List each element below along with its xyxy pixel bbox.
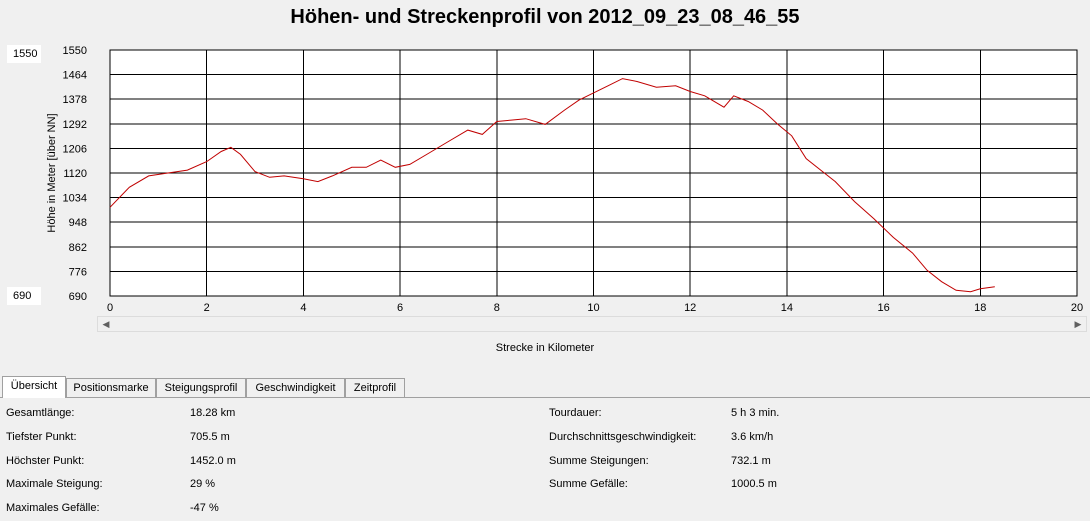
page-title: Höhen- und Streckenprofil von 2012_09_23… bbox=[290, 6, 800, 28]
y-axis-label: Höhe in Meter [über NN] bbox=[46, 113, 58, 232]
y-tick-label: 1464 bbox=[63, 70, 87, 82]
stat-value: 18.28 km bbox=[190, 407, 236, 419]
stat-value: 1000.5 m bbox=[731, 478, 777, 490]
y-tick-label: 1120 bbox=[63, 168, 87, 180]
y-tick-label: 1206 bbox=[63, 143, 87, 155]
y-tick-label: 1292 bbox=[63, 119, 87, 131]
stat-label: Summe Steigungen: bbox=[549, 455, 649, 467]
y-tick-label: 776 bbox=[69, 266, 87, 278]
tab-uebersicht[interactable]: Übersicht bbox=[2, 376, 66, 398]
x-tick-label: 10 bbox=[587, 302, 599, 314]
x-tick-label: 14 bbox=[781, 302, 793, 314]
tab-zeitprofil[interactable]: Zeitprofil bbox=[345, 378, 405, 397]
x-tick-label: 2 bbox=[204, 302, 210, 314]
x-tick-label: 6 bbox=[397, 302, 403, 314]
y-tick-label: 1034 bbox=[63, 193, 87, 205]
stat-value: 5 h 3 min. bbox=[731, 407, 780, 419]
stat-label: Durchschnittsgeschwindigkeit: bbox=[549, 431, 697, 443]
y-tick-labels: 1550 1464 1378 1292 1206 1120 1034 948 862 776 690 bbox=[63, 45, 87, 303]
stat-label: Tourdauer: bbox=[549, 407, 602, 419]
y-tick-label: 690 bbox=[69, 291, 87, 303]
scroll-right-icon[interactable]: ▶ bbox=[1070, 317, 1086, 331]
stat-label: Summe Gefälle: bbox=[549, 478, 628, 490]
stat-value: 3.6 km/h bbox=[731, 431, 774, 443]
tab-panel-border bbox=[0, 397, 1090, 398]
x-tick-label: 12 bbox=[684, 302, 696, 314]
x-tick-label: 20 bbox=[1071, 302, 1083, 314]
elevation-line bbox=[109, 78, 995, 293]
tab-positionsmarke[interactable]: Positionsmarke bbox=[66, 378, 156, 397]
scroll-left-icon[interactable]: ◀ bbox=[98, 317, 114, 331]
max-elevation-box[interactable]: 1550 bbox=[7, 45, 41, 63]
stat-value: 29 % bbox=[190, 478, 216, 490]
x-tick-label: 18 bbox=[974, 302, 986, 314]
y-tick-label: 1378 bbox=[63, 94, 87, 106]
stat-label: Maximales Gefälle: bbox=[6, 502, 100, 514]
elevation-chart: 1550146413781292120611201034948862776690… bbox=[46, 45, 1084, 314]
x-tick-labels: 0 2 4 6 8 10 12 14 16 18 20 bbox=[107, 302, 1083, 314]
stat-label: Gesamtlänge: bbox=[6, 407, 75, 419]
y-tick-label: 1550 bbox=[63, 45, 87, 57]
grid bbox=[109, 49, 1078, 297]
stat-value: 1452.0 m bbox=[190, 455, 236, 467]
min-elevation-box[interactable]: 690 bbox=[7, 287, 41, 305]
tab-geschwindigkeit[interactable]: Geschwindigkeit bbox=[246, 378, 345, 397]
x-tick-label: 4 bbox=[300, 302, 306, 314]
x-tick-label: 8 bbox=[494, 302, 500, 314]
y-tick-label: 862 bbox=[69, 242, 87, 254]
tab-steigungsprofil[interactable]: Steigungsprofil bbox=[156, 378, 246, 397]
x-tick-label: 16 bbox=[877, 302, 889, 314]
stat-label: Höchster Punkt: bbox=[6, 455, 85, 467]
stat-value: -47 % bbox=[190, 502, 219, 514]
stat-value: 705.5 m bbox=[190, 431, 230, 443]
x-tick-label: 0 bbox=[107, 302, 113, 314]
stat-label: Maximale Steigung: bbox=[6, 478, 103, 490]
stat-value: 732.1 m bbox=[731, 455, 771, 467]
stat-label: Tiefster Punkt: bbox=[6, 431, 77, 443]
x-axis-label: Strecke in Kilometer bbox=[495, 342, 595, 354]
horizontal-scrollbar[interactable]: ◀ ▶ bbox=[97, 316, 1087, 332]
y-tick-label: 948 bbox=[69, 217, 87, 229]
